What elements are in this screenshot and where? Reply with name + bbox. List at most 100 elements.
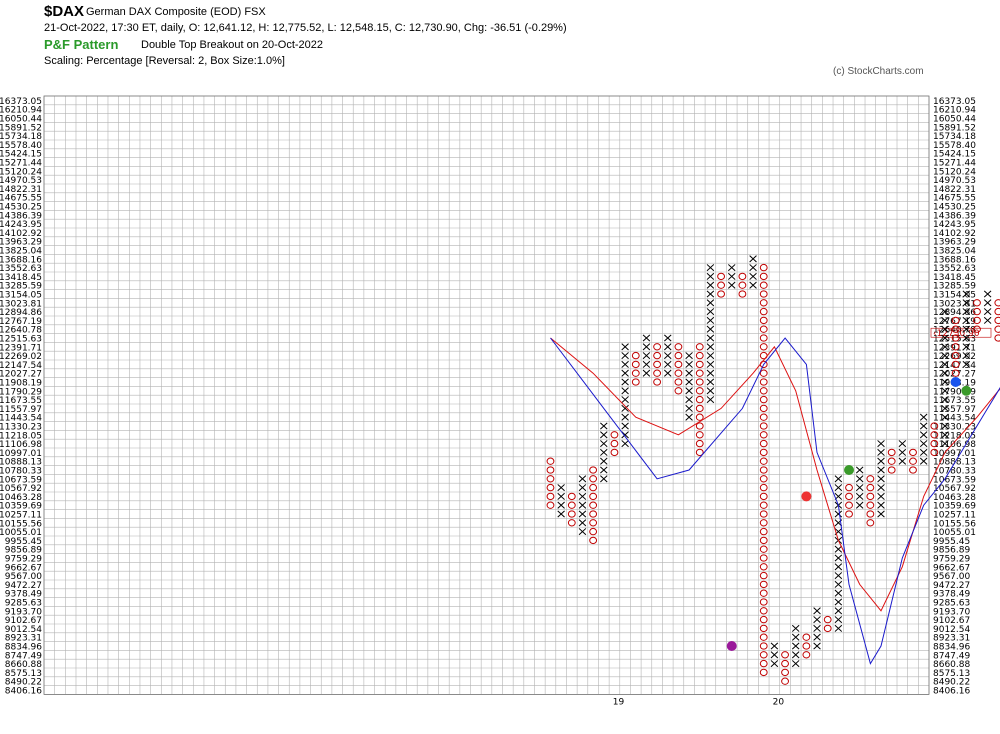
o-box — [546, 483, 555, 492]
x-box — [621, 378, 629, 386]
x-box — [898, 448, 907, 456]
price-tick-left: 11443.54 — [0, 414, 42, 424]
price-tick-left: 13825.04 — [0, 247, 42, 257]
o-box — [845, 483, 853, 492]
o-box — [951, 334, 960, 342]
o-box — [759, 475, 768, 483]
pattern-value: Double Top Breakout on 20-Oct-2022 — [141, 39, 324, 51]
x-box — [770, 651, 779, 659]
x-box — [578, 519, 587, 527]
o-box — [823, 624, 832, 633]
o-box — [781, 668, 789, 677]
price-tick-left: 8490.22 — [5, 678, 42, 688]
o-box — [866, 519, 875, 527]
o-box — [930, 431, 939, 439]
x-box — [919, 413, 928, 421]
price-tick-right: 13154.05 — [933, 291, 976, 301]
o-box — [695, 413, 704, 421]
x-box — [600, 466, 608, 474]
x-box — [600, 448, 608, 456]
x-box — [834, 616, 843, 624]
o-box — [759, 272, 768, 281]
price-tick-left: 15271.44 — [0, 159, 42, 169]
price-tick-left: 11790.29 — [0, 387, 42, 397]
x-box — [685, 413, 693, 421]
o-box — [759, 580, 768, 589]
x-box — [877, 492, 885, 500]
o-box — [695, 343, 704, 351]
x-box — [600, 422, 608, 430]
price-tick-right: 13552.63 — [933, 264, 976, 274]
price-tick-right: 15578.40 — [933, 141, 976, 151]
x-box — [941, 316, 949, 324]
price-tick-right: 14243.95 — [933, 220, 976, 230]
o-box — [759, 510, 768, 518]
x-box — [834, 580, 843, 588]
x-box — [706, 343, 715, 351]
pattern-label: P&F Pattern — [44, 37, 119, 52]
x-box — [557, 501, 565, 509]
o-box — [845, 501, 853, 509]
o-box — [546, 475, 555, 483]
price-tick-left: 9285.63 — [5, 599, 42, 609]
last-price-label: ‹12730.90 — [933, 329, 980, 339]
x-box — [919, 431, 928, 439]
x-box — [941, 396, 949, 404]
x-box — [962, 290, 971, 298]
o-box — [759, 448, 768, 457]
o-box — [802, 633, 811, 641]
chart-header: $DAX German DAX Composite (EOD) FSX 21-O… — [0, 0, 1000, 92]
o-box — [866, 501, 875, 509]
o-box — [759, 659, 768, 668]
o-box — [930, 439, 939, 448]
price-tick-right: 9662.67 — [933, 563, 970, 573]
o-box — [759, 492, 768, 501]
x-box — [877, 440, 885, 448]
o-box — [610, 439, 619, 448]
price-tick-right: 14386.39 — [933, 211, 976, 221]
price-tick-left: 16373.05 — [0, 97, 42, 107]
x-box — [749, 255, 757, 263]
x-box — [557, 492, 565, 500]
o-box — [759, 554, 768, 562]
x-box — [919, 457, 928, 465]
x-box — [706, 396, 715, 404]
o-box — [695, 431, 704, 439]
price-tick-right: 13023.81 — [933, 299, 976, 309]
o-box — [695, 395, 704, 404]
o-box — [759, 501, 768, 509]
x-box — [685, 387, 693, 395]
o-box — [674, 387, 683, 395]
price-tick-right: 16210.94 — [933, 106, 976, 116]
x-box — [706, 360, 715, 368]
x-box — [621, 360, 629, 368]
x-box — [983, 308, 992, 316]
x-box — [578, 484, 587, 492]
x-box — [962, 352, 971, 360]
price-tick-right: 9472.27 — [933, 581, 970, 591]
price-tick-left: 8660.88 — [5, 660, 42, 670]
price-tick-right: 14970.53 — [933, 176, 976, 186]
o-box — [759, 431, 768, 439]
price-tick-left: 12391.71 — [0, 343, 42, 353]
price-tick-right: 8834.96 — [933, 643, 970, 653]
price-tick-left: 9759.29 — [5, 555, 42, 565]
price-tick-right: 16373.05 — [933, 97, 976, 107]
x-box — [834, 475, 843, 483]
price-tick-right: 13825.04 — [933, 247, 976, 257]
o-box — [759, 615, 768, 624]
price-tick-left: 14822.31 — [0, 185, 42, 195]
x-box — [770, 660, 779, 668]
x-box — [621, 343, 629, 351]
price-tick-right: 11443.54 — [933, 414, 976, 424]
price-tick-right: 14530.25 — [933, 203, 976, 213]
o-box — [951, 316, 960, 325]
o-box — [695, 360, 704, 369]
o-box — [717, 272, 725, 281]
o-box — [909, 457, 917, 465]
o-box — [674, 351, 683, 360]
date-label: 20 — [773, 697, 785, 707]
x-box — [962, 316, 971, 324]
x-box — [791, 633, 800, 641]
o-box — [674, 360, 683, 369]
